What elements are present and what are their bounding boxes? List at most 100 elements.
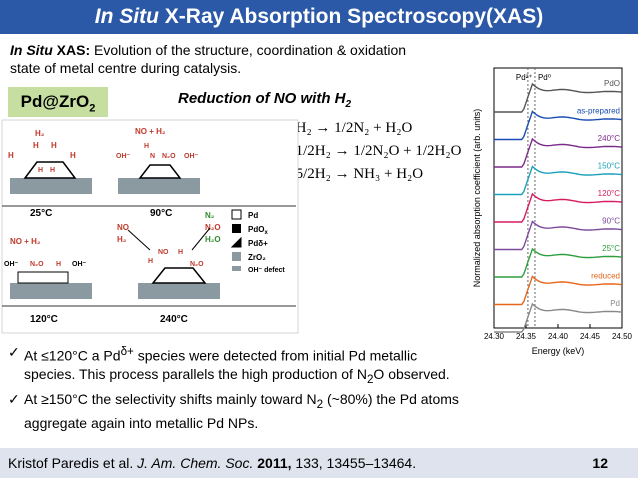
- pd-delta-120c: [17, 271, 69, 284]
- temp-90c: 90°C: [150, 208, 172, 219]
- surface-25c: [10, 178, 92, 194]
- slide-title: In Situ X-Ray Absorption Spectroscopy(XA…: [0, 5, 638, 29]
- gas-label-h2: H₂: [117, 235, 127, 244]
- equation-2: NO + 1/2H₂ → 1/2N₂O + 1/2H₂O: [258, 143, 462, 159]
- series-label: reduced: [591, 272, 620, 281]
- label-oh-90c-b: OH⁻: [184, 153, 199, 160]
- surface-240c: [138, 283, 220, 299]
- spectrum-line: [494, 302, 623, 333]
- series-label: Pd: [610, 299, 620, 308]
- spectrum-line: [494, 247, 623, 278]
- legend-pdo: PdOx: [248, 225, 268, 236]
- reaction-scheme: H₂ H H H H H H NO + H₂ OH⁻ N H N₂O OH⁻ N…: [1, 119, 299, 334]
- label-h-d: H: [70, 151, 76, 160]
- legend-zro2: ZrO₂: [248, 253, 266, 262]
- bullet-2-sub: 2: [316, 398, 324, 412]
- series-label: 90°C: [602, 217, 620, 226]
- pd-particle-90c: [138, 164, 182, 179]
- label-h2: H₂: [35, 129, 45, 138]
- spectrum-line: [494, 82, 623, 113]
- temp-240c: 240°C: [160, 314, 188, 325]
- title-italic: In Situ: [94, 5, 159, 28]
- bullet-list: ✓ At ≤120°C a Pdδ+ species were detected…: [8, 343, 463, 434]
- legend-pd-swatch: [231, 209, 242, 220]
- product-h2o: H₂O: [205, 235, 221, 244]
- legend-oh-swatch: [232, 266, 241, 271]
- legend-oh: OH⁻ defect: [248, 267, 285, 274]
- catalyst-sub: 2: [89, 102, 96, 115]
- bullet-2-text-b: (~80%) the Pd atoms aggregate again into…: [24, 391, 459, 432]
- series-label: 25°C: [602, 244, 620, 253]
- footer-bar: [0, 448, 638, 478]
- label-oh-120c-a: OH⁻: [4, 261, 19, 268]
- series-label: PdO: [604, 79, 620, 88]
- marker-label-pd2: Pd²⁺: [516, 73, 533, 82]
- legend-pd-delta-swatch: [230, 236, 242, 248]
- series-label: 120°C: [598, 189, 621, 198]
- series-label: 150°C: [598, 162, 621, 171]
- label-h-e: H: [38, 167, 43, 174]
- spectrum-line: [494, 220, 623, 251]
- gas-label-90c: NO + H₂: [135, 127, 166, 136]
- catalyst-main: Pd@ZrO: [20, 92, 90, 111]
- x-tick-label: 24.50: [612, 332, 633, 341]
- legend-pdo-swatch: [232, 224, 241, 233]
- bullet-2-text-a: At ≥150°C the selectivity shifts mainly …: [24, 391, 317, 408]
- label-h-240c-b: H: [178, 249, 183, 256]
- citation-journal: J. Am. Chem. Soc.: [137, 455, 254, 471]
- intro-label-italic: In Situ: [10, 42, 53, 58]
- bullet-1: ✓ At ≤120°C a Pdδ+ species were detected…: [8, 343, 463, 388]
- spectrum-line: [494, 137, 623, 168]
- bullet-1-sub: 2: [366, 372, 374, 386]
- citation: Kristof Paredis et al. J. Am. Chem. Soc.…: [8, 455, 416, 471]
- spectrum-line: [494, 275, 623, 306]
- series-label: 240°C: [598, 134, 621, 143]
- bullet-1-sup: δ+: [120, 345, 134, 358]
- gas-label-no: NO: [117, 223, 129, 232]
- label-h-b: H: [51, 141, 57, 150]
- pd-particle-240c: [151, 267, 207, 284]
- legend-zro2-swatch: [232, 252, 241, 261]
- label-h-f: H: [50, 167, 55, 174]
- arrow-in: [127, 229, 151, 251]
- x-tick-label: 24.30: [484, 332, 505, 341]
- intro-text: In Situ XAS: Evolution of the structure,…: [10, 41, 430, 77]
- surface-120c: [10, 283, 92, 299]
- xas-chart: Pd²⁺ Pd⁰ 24.30 24.35 24.40 24.45 24.50 Energy (…: [472, 67, 633, 356]
- marker-label-pd0: Pd⁰: [538, 73, 551, 82]
- intro-label-bold: XAS:: [52, 42, 91, 58]
- label-no-240c: NO: [158, 249, 169, 256]
- bullet-1-text-c: O observed.: [373, 365, 450, 382]
- surface-90c: [118, 178, 200, 194]
- label-n2o-90c: N₂O: [162, 153, 176, 160]
- label-h-90c: H: [144, 143, 149, 150]
- label-h-120c: H: [56, 261, 61, 268]
- temp-120c: 120°C: [30, 314, 58, 325]
- legend-pd: Pd: [248, 211, 258, 220]
- label-n-90c: N: [150, 153, 155, 160]
- page-number: 12: [592, 455, 608, 471]
- bullet-1-text-b: species were detected from initial Pd me…: [24, 347, 418, 382]
- check-icon: ✓: [8, 391, 20, 408]
- bullet-1-text-a: At ≤120°C a Pd: [24, 347, 121, 364]
- label-h-c: H: [8, 151, 14, 160]
- label-h-240c-a: H: [148, 258, 153, 265]
- pd-particle-25c: [23, 161, 77, 179]
- equation-3: NO + 5/2H₂ → NH₃ + H₂O: [258, 166, 424, 182]
- temp-25c: 25°C: [30, 208, 52, 219]
- title-bar: [0, 0, 638, 34]
- arrow-out: [191, 227, 211, 251]
- x-tick-label: 24.35: [516, 332, 537, 341]
- title-rest: X-Ray Absorption Spectroscopy(XAS): [158, 5, 544, 28]
- gas-label-120c: NO + H₂: [10, 237, 41, 246]
- x-tick-label: 24.45: [580, 332, 601, 341]
- citation-authors: Kristof Paredis et al.: [8, 455, 138, 471]
- catalyst-badge: Pd@ZrO2: [8, 87, 108, 117]
- label-n2o-120c: N₂O: [30, 261, 44, 268]
- reaction-title-main: Reduction of NO with H: [178, 90, 346, 107]
- spectrum-line: [494, 110, 623, 141]
- label-h-a: H: [33, 141, 39, 150]
- reaction-title: Reduction of NO with H2: [178, 90, 351, 110]
- product-n2: N₂: [205, 211, 215, 220]
- spectrum-line: [494, 192, 623, 223]
